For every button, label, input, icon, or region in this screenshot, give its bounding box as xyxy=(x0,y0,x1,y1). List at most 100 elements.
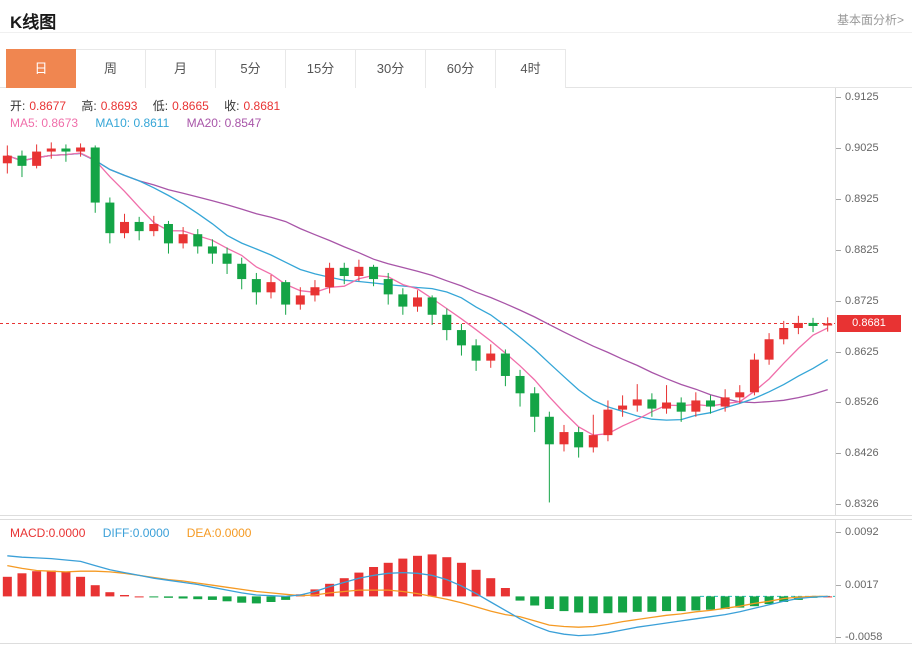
macd-value-legend: MACD:0.0000 xyxy=(10,526,86,540)
candle-body xyxy=(588,435,598,448)
macd-hist-bar xyxy=(178,596,188,599)
price-axis-tick xyxy=(836,504,841,506)
price-axis-label: 0.8925 xyxy=(845,193,879,205)
macd-hist-bar xyxy=(2,576,12,597)
candle-body xyxy=(369,266,379,280)
candle-body xyxy=(427,297,437,315)
candle-body xyxy=(793,322,803,329)
macd-hist-bar xyxy=(632,596,642,612)
ma5-line xyxy=(7,152,828,436)
candle-body xyxy=(251,279,261,293)
fundamental-analysis-link[interactable]: 基本面分析> xyxy=(836,13,904,27)
candle-body xyxy=(749,359,759,393)
tab-60min[interactable]: 60分 xyxy=(426,49,496,88)
ma-legend: MA5: 0.8673 MA10: 0.8611 MA20: 0.8547 xyxy=(10,116,261,130)
page-title: K线图 xyxy=(10,13,57,32)
ma20-legend: MA20: 0.8547 xyxy=(186,116,262,130)
candle-body xyxy=(178,234,188,244)
candlestick-chart[interactable]: 开: 0.8677 高: 0.8693 低: 0.8665 收: 0.8681 MA5:… xyxy=(0,88,912,516)
candle-body xyxy=(17,155,27,166)
tab-15min[interactable]: 15分 xyxy=(286,49,356,88)
header: K线图 基本面分析> xyxy=(0,0,912,33)
macd-panel[interactable]: MACD:0.0000 DIFF:0.0000 DEA:0.0000 0.009… xyxy=(0,519,912,644)
macd-hist-bar xyxy=(559,596,569,612)
price-axis-tick xyxy=(836,301,841,302)
candle-body xyxy=(691,400,701,412)
candle-body xyxy=(398,294,408,307)
tab-month[interactable]: 月 xyxy=(146,49,216,88)
tab-5min[interactable]: 5分 xyxy=(216,49,286,88)
macd-hist-bar xyxy=(149,596,159,598)
close-value: 0.8681 xyxy=(243,99,281,113)
candle-body xyxy=(603,409,613,436)
macd-hist-bar xyxy=(251,596,261,604)
candle-body xyxy=(237,263,247,280)
macd-hist-bar xyxy=(647,596,657,612)
candle-body xyxy=(544,416,554,445)
macd-hist-bar xyxy=(354,572,364,597)
macd-hist-bar xyxy=(442,557,452,597)
current-price-tag: 0.8681 xyxy=(837,315,901,333)
tab-4hour[interactable]: 4时 xyxy=(496,49,566,88)
macd-hist-bar xyxy=(662,596,672,612)
macd-hist-bar xyxy=(32,571,42,597)
candle-body xyxy=(266,282,276,293)
ma10-line xyxy=(7,152,829,421)
candle-body xyxy=(500,353,510,376)
price-axis-tick xyxy=(836,453,841,455)
candle-body xyxy=(720,397,730,407)
candle-body xyxy=(808,322,818,326)
price-axis-label: 0.9125 xyxy=(845,91,879,103)
price-axis-label: 0.8625 xyxy=(845,346,879,358)
macd-hist-bar xyxy=(17,573,27,597)
price-axis-label: 0.8526 xyxy=(845,396,879,409)
candle-body xyxy=(632,399,642,406)
candle-body xyxy=(823,323,833,326)
candle-body xyxy=(515,375,525,394)
candle-body xyxy=(735,392,745,398)
macd-axis-tick xyxy=(836,584,841,586)
price-axis-tick xyxy=(836,352,841,353)
macd-hist-bar xyxy=(61,571,71,597)
candle-body xyxy=(676,402,686,412)
candle-body xyxy=(456,330,466,346)
macd-hist-bar xyxy=(544,596,554,609)
tab-30min[interactable]: 30分 xyxy=(356,49,426,88)
candle-body xyxy=(310,287,320,296)
candle-body xyxy=(471,345,481,361)
macd-hist-bar xyxy=(105,592,115,597)
candle-body xyxy=(647,399,657,409)
macd-hist-bar xyxy=(574,596,584,613)
diff-value-legend: DIFF:0.0000 xyxy=(102,526,170,540)
macd-hist-bar xyxy=(325,583,335,597)
price-axis-tick xyxy=(836,97,841,98)
candle-body xyxy=(486,353,496,361)
timeframe-tabbar: 日周月 5分 15分 30分 60分 4时 xyxy=(0,33,912,88)
macd-hist-bar xyxy=(749,596,759,607)
candle-body xyxy=(662,402,672,409)
macd-legend: MACD:0.0000 DIFF:0.0000 DEA:0.0000 xyxy=(10,526,251,540)
diff-line xyxy=(7,555,828,637)
candle-body xyxy=(354,266,364,277)
candle-body xyxy=(574,432,584,448)
macd-axis-tick xyxy=(836,637,841,638)
price-axis: 0.9125 0.9025 0.8925 0.8825 0.8725 0.8625 0.85… xyxy=(835,88,912,515)
macd-hist-bar xyxy=(676,596,686,612)
ma5-legend: MA5: 0.8673 xyxy=(10,116,79,130)
macd-hist-bar xyxy=(163,596,173,598)
ma20-line xyxy=(7,152,828,404)
macd-hist-bar xyxy=(471,569,481,597)
high-label: 高: xyxy=(81,99,97,113)
macd-hist-bar xyxy=(222,596,232,602)
candle-body xyxy=(149,223,159,232)
candle-body xyxy=(46,148,56,152)
macd-axis: 0.0092 0.0017 -0.0058 xyxy=(835,520,912,643)
candle-body xyxy=(105,202,115,234)
macd-hist-bar xyxy=(515,596,525,601)
tab-week[interactable]: 周 xyxy=(76,49,146,88)
macd-axis-label: 0.0092 xyxy=(845,526,879,538)
candle-body xyxy=(779,328,789,340)
tab-day[interactable]: 日 xyxy=(6,49,76,88)
macd-hist-bar xyxy=(413,555,422,597)
